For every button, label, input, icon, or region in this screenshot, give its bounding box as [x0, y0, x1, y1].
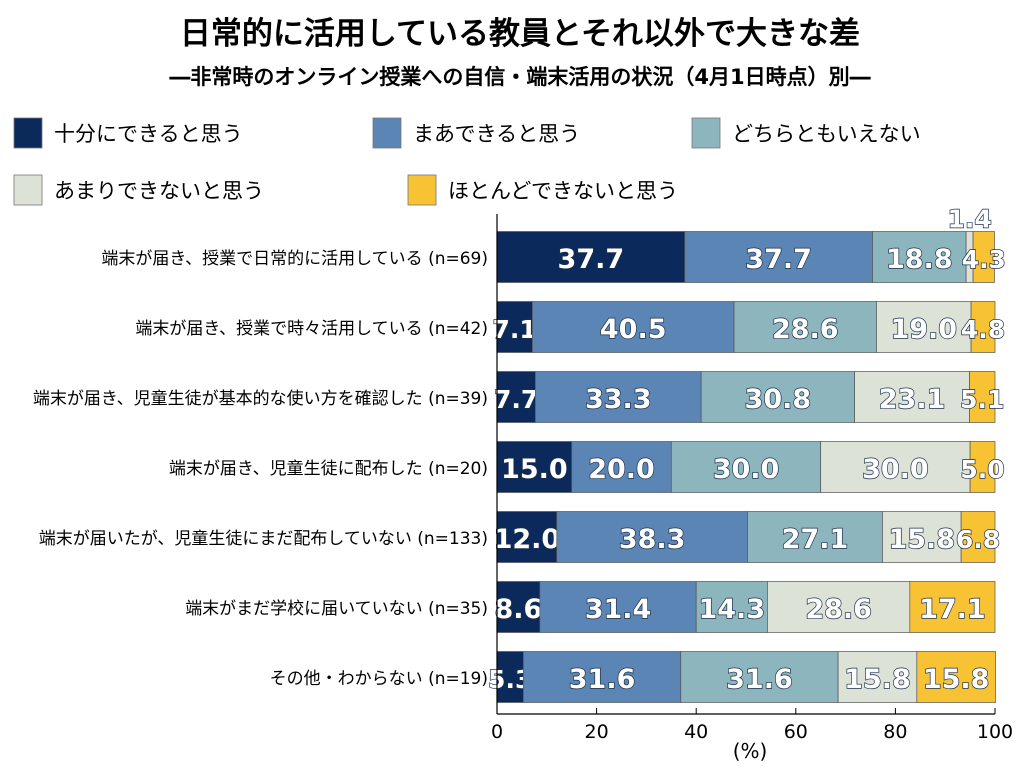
data-label: 18.8: [886, 244, 953, 275]
data-label: 15.8: [888, 524, 955, 555]
category-label: 端末がまだ学校に届いていない (n=35): [185, 599, 488, 619]
chart-subtitle: ―非常時のオンライン授業への自信・端末活用の状況（4月1日時点）別―: [169, 65, 870, 89]
x-tick-label: 80: [883, 721, 907, 743]
bar-segment: [909, 581, 996, 633]
data-label: 14.3: [698, 594, 765, 625]
bar-segment: [496, 231, 686, 283]
bar-segment: [539, 581, 697, 633]
legend-label: あまりできないと思う: [54, 179, 264, 203]
data-label: 19.0: [890, 314, 957, 345]
bar-segment: [854, 371, 970, 423]
data-label: 37.7: [558, 244, 625, 275]
bar-segment: [496, 581, 541, 633]
data-label: 15.8: [844, 664, 911, 695]
bar-segment: [960, 511, 996, 563]
bar-segment: [882, 511, 962, 563]
x-tick-label: 0: [491, 721, 503, 743]
category-label: 端末が届き、授業で時々活用している (n=42): [135, 319, 488, 339]
data-label: 30.0: [862, 454, 929, 485]
data-label: 30.8: [745, 384, 812, 415]
bar-segment: [695, 581, 768, 633]
plot-area: 端末が届き、授業で日常的に活用している (n=69) 37.7 37.7 18.8 1.…: [33, 204, 1007, 703]
legend-swatch: [407, 174, 437, 206]
bar-segment: [680, 651, 839, 703]
data-label: 28.6: [772, 314, 839, 345]
data-label: 4.8: [961, 315, 1005, 344]
data-label: 33.3: [585, 384, 652, 415]
data-label: 23.1: [879, 384, 946, 415]
bar-segment: [684, 231, 873, 283]
data-label: 7.1: [493, 315, 537, 344]
bar-segment: [496, 371, 536, 423]
data-label: 31.6: [569, 664, 636, 695]
bar-segment: [556, 511, 748, 563]
bar-segment: [747, 511, 883, 563]
data-label: 12.0: [494, 524, 561, 555]
data-label: 1.4: [947, 205, 991, 234]
data-label: 15.8: [923, 664, 990, 695]
bar-segment: [872, 231, 967, 283]
x-axis-label: (%): [733, 739, 768, 763]
legend-label: ほとんどできないと思う: [448, 179, 678, 203]
bar-segment: [820, 441, 971, 493]
chart-title: 日常的に活用している教員とそれ以外で大きな差: [180, 16, 860, 52]
category-label: 端末が届き、授業で日常的に活用している (n=69): [101, 249, 488, 269]
data-label: 31.4: [585, 594, 652, 625]
category-label: 端末が届いたが、児童生徒にまだ配布していない (n=133): [39, 529, 488, 549]
data-label: 4.3: [962, 245, 1006, 274]
category-label: 端末が届き、児童生徒が基本的な使い方を確認した (n=39): [33, 388, 488, 409]
legend-label: どちらともいえない: [732, 122, 921, 146]
bar-segment: [496, 301, 533, 353]
data-label: 7.7: [494, 385, 538, 414]
legend-label: 十分にできると思う: [54, 122, 243, 146]
data-label: 5.1: [960, 385, 1004, 414]
data-label: 37.7: [745, 244, 812, 275]
legend-swatch: [13, 117, 43, 149]
bar-segment: [496, 441, 573, 493]
legend-swatch: [13, 174, 43, 206]
bar-segment: [700, 371, 855, 423]
bar-segment: [972, 231, 995, 283]
bar-segment: [670, 441, 822, 493]
bar-segment: [969, 441, 996, 493]
data-label: 31.6: [726, 664, 793, 695]
bar-segment: [496, 651, 524, 703]
data-label: 28.6: [805, 594, 872, 625]
bar-segment: [876, 301, 972, 353]
x-tick-label: 40: [684, 721, 708, 743]
data-label: 5.0: [960, 455, 1004, 484]
data-label: 40.5: [600, 314, 667, 345]
data-label: 27.1: [782, 524, 849, 555]
data-label: 17.1: [919, 594, 986, 625]
legend-swatch: [372, 117, 402, 149]
bar-segment: [496, 511, 558, 563]
data-label: 38.3: [619, 524, 686, 555]
bar-segment: [733, 301, 877, 353]
data-label: 20.0: [588, 454, 655, 485]
legend-swatch: [691, 117, 721, 149]
category-label: 端末が届き、児童生徒に配布した (n=20): [169, 459, 488, 479]
x-tick-label: 20: [585, 721, 609, 743]
data-label: 6.8: [956, 525, 1000, 554]
legend-label: まあできると思う: [413, 122, 580, 146]
bar-segment: [534, 371, 702, 423]
bar-segment: [969, 371, 996, 423]
x-tick-label: 60: [784, 721, 808, 743]
bar-segment: [571, 441, 672, 493]
category-label: その他・わからない (n=19): [270, 669, 488, 689]
x-axis: 0 20 40 60 80 100: [491, 214, 1013, 743]
x-tick-label: 100: [977, 721, 1013, 743]
data-label: 15.0: [501, 454, 568, 485]
bar-segment: [532, 301, 735, 353]
data-label: 30.0: [713, 454, 780, 485]
bar-segment: [916, 651, 996, 703]
data-label: 8.6: [494, 594, 542, 625]
bar-segment: [970, 301, 996, 353]
